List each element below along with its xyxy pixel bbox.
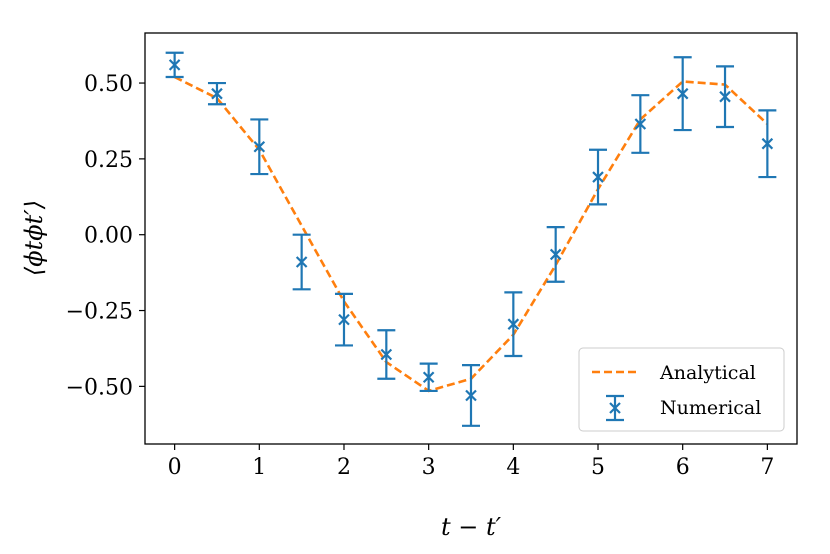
x-marker [295,256,308,268]
y-tick-label: 0.50 [84,72,133,97]
numerical-point [207,81,226,106]
x-tick-label: 7 [760,455,774,480]
y-axis: 0.50 0.25 0.00 −0.25 −0.50 [66,72,145,400]
y-tick-label: −0.50 [66,375,133,400]
legend-numerical-swatch [606,394,624,422]
x-marker [380,348,393,361]
numerical-point [716,65,735,129]
x-tick-label: 1 [252,455,266,480]
y-tick-label: 0.25 [84,148,133,173]
x-tick-label: 6 [676,455,690,480]
x-tick-label: 5 [591,455,605,480]
x-marker [592,171,604,183]
numerical-point [419,362,438,393]
x-marker [719,90,731,103]
numerical-point [377,329,396,380]
numerical-point [250,118,269,176]
numerical-point [292,233,311,291]
x-tick-label: 3 [422,455,436,480]
legend: Analytical Numerical [578,347,785,432]
legend-analytical-label: Analytical [659,362,756,384]
x-tick-label: 4 [506,455,520,480]
y-axis-label: ⟨ϕtϕt′⟩ [20,200,48,276]
numerical-point [546,226,565,283]
x-tick-label: 2 [337,455,351,480]
numerical-point [631,94,650,154]
x-marker [761,137,774,150]
x-marker [676,87,689,100]
y-tick-label: −0.25 [66,300,133,325]
x-marker [253,140,266,153]
legend-box [578,347,785,432]
x-marker [549,248,562,261]
numerical-series [165,51,777,427]
numerical-point [589,148,608,206]
numerical-point [334,292,353,347]
legend-numerical-label: Numerical [660,397,761,419]
numerical-point [165,51,184,79]
x-axis: 0 1 2 3 4 5 6 7 [168,444,774,480]
numerical-point [462,364,480,427]
x-marker [338,313,350,326]
numerical-point [673,56,692,132]
x-marker [507,318,520,330]
x-marker [465,389,477,402]
x-axis-label: t − t′ [441,513,502,541]
numerical-point [504,291,523,358]
x-marker [422,371,435,384]
y-tick-label: 0.00 [84,224,133,249]
x-marker [168,59,181,71]
x-marker [211,87,223,100]
x-marker [634,118,647,130]
x-tick-label: 0 [168,455,182,480]
numerical-point [758,109,777,179]
